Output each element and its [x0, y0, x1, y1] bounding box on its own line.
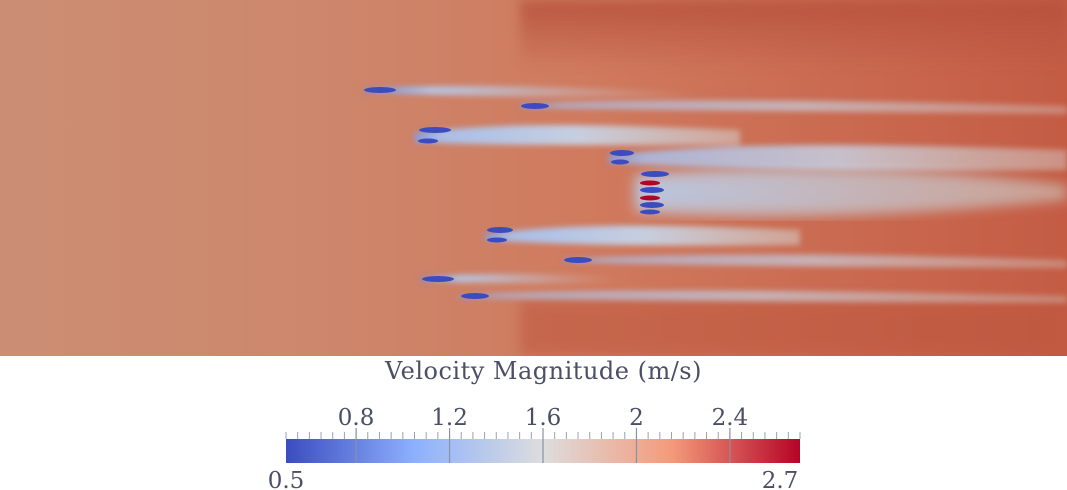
colorbar-tick-label: 2.4 [712, 405, 749, 431]
colorbar-min-label: 0.5 [268, 468, 305, 490]
colorbar-max-label: 2.7 [762, 468, 799, 490]
colorbar-major-ticks: 0.8 1.2 1.6 2 2.4 [338, 405, 748, 463]
colorbar-tick-label: 0.8 [338, 405, 375, 431]
turbine-blades [364, 87, 669, 299]
colorbar-tick-label: 1.6 [525, 405, 562, 431]
colorbar-legend: 0.8 1.2 1.6 2 2.4 0.5 2.7 Velocity Magnitude… [0, 356, 1067, 490]
colorbar-tick-label: 1.2 [431, 405, 468, 431]
colorbar-tick-label: 2 [629, 405, 644, 431]
merged-wake [635, 167, 1067, 217]
colorbar-title: Velocity Magnitude (m/s) [385, 357, 702, 385]
colorbar: 0.8 1.2 1.6 2 2.4 0.5 2.7 [268, 405, 801, 490]
velocity-field-plot [0, 0, 1067, 356]
turbine-wakes [365, 86, 1067, 303]
